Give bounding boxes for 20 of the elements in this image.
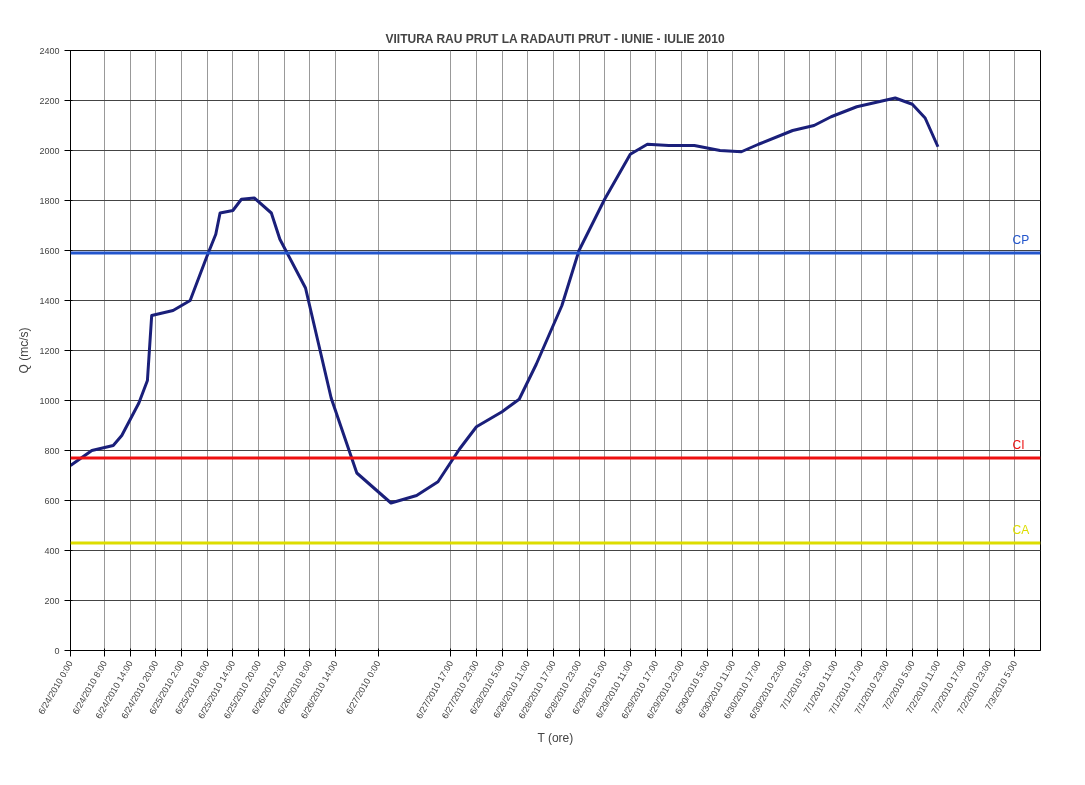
x-axis-title: T (ore) <box>537 730 574 745</box>
line-series <box>70 96 940 505</box>
y-tick-label: 1400 <box>39 295 60 306</box>
y-tick-label: 2000 <box>39 145 60 156</box>
y-tick-label: 0 <box>54 645 60 656</box>
y-tick-label: 1200 <box>39 345 60 356</box>
y-tick-label: 1800 <box>39 195 60 206</box>
chart-title: VIITURA RAU PRUT LA RADAUTI PRUT - IUNIE - IULIE 2010 <box>385 31 725 46</box>
y-axis-title: Q (mc/s) <box>17 327 32 374</box>
ref-line-label: CI <box>1012 438 1025 452</box>
y-tick-label: 200 <box>44 595 60 606</box>
y-tick-label: 400 <box>44 545 60 556</box>
y-tick-label: 2400 <box>39 45 60 56</box>
ref-line-label: CA <box>1012 523 1030 537</box>
y-tick-label: 1000 <box>39 395 60 406</box>
y-tick-label: 2200 <box>39 95 60 106</box>
ref-line-label: CP <box>1012 233 1030 247</box>
y-tick-label: 800 <box>44 445 60 456</box>
y-tick-label: 1600 <box>39 245 60 256</box>
y-tick-label: 600 <box>44 495 60 506</box>
